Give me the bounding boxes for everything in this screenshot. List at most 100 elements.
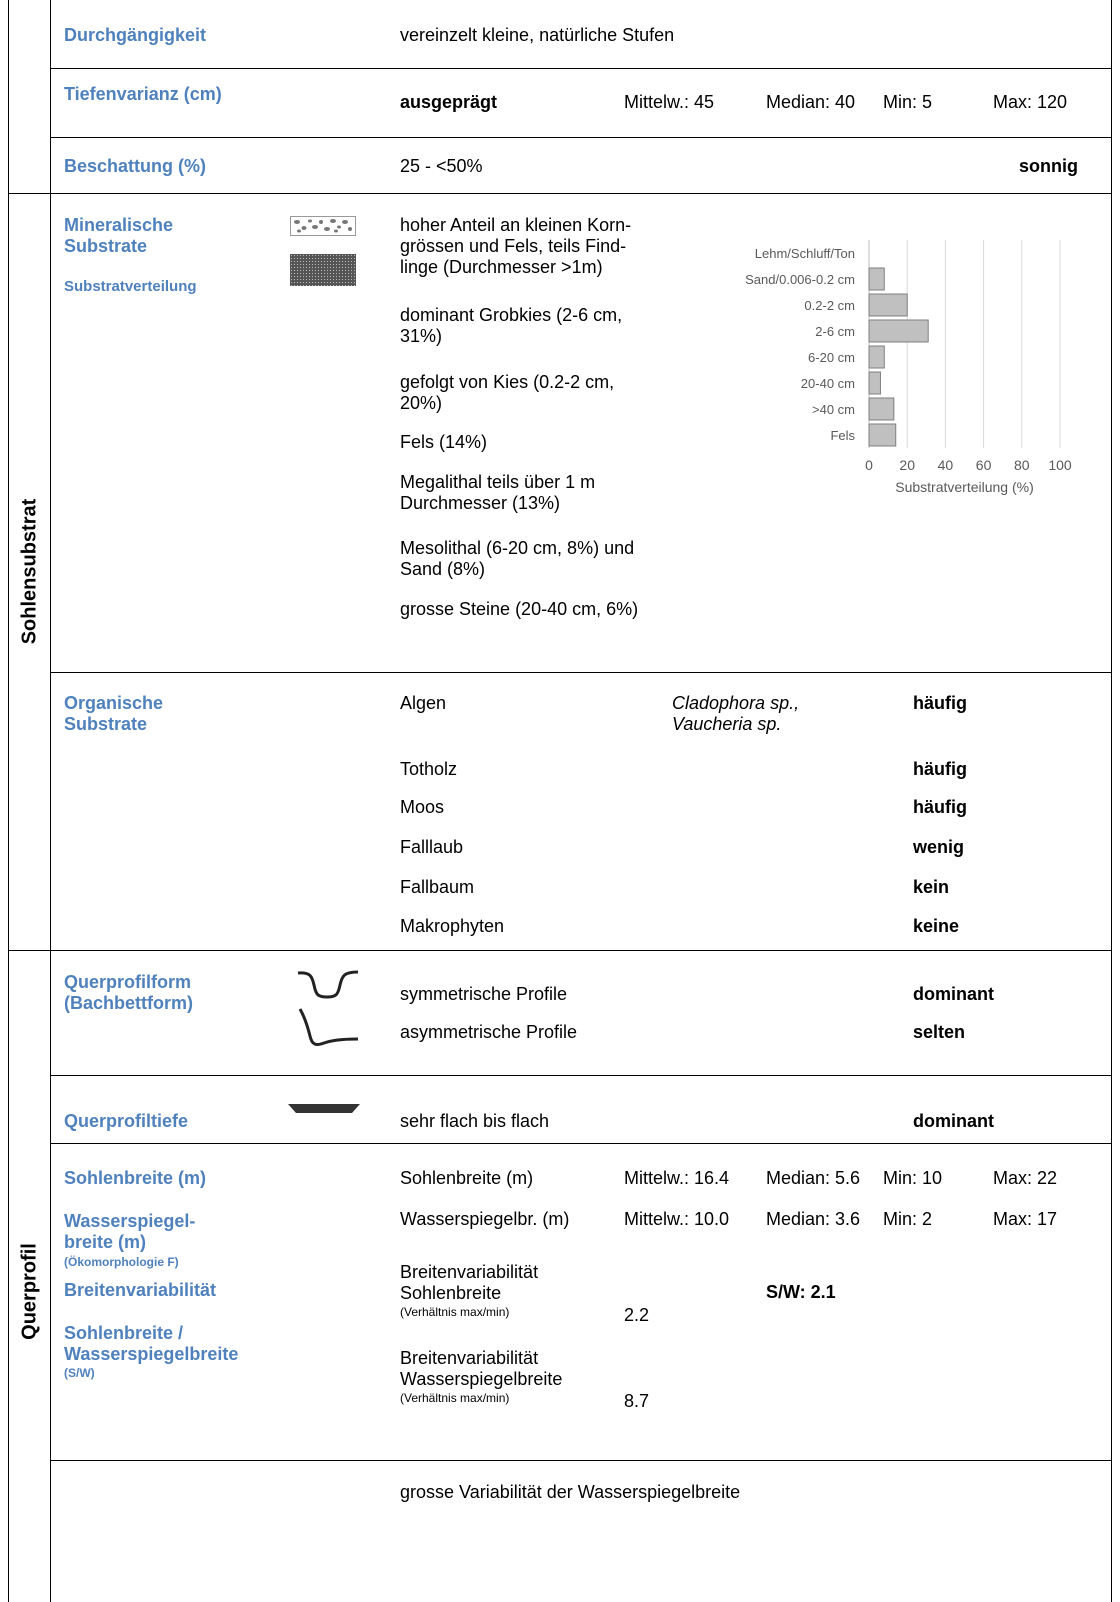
profile-item-rating: selten <box>913 1022 966 1042</box>
species-line: Cladophora sp., <box>672 693 800 713</box>
querprofilform-label-line2: (Bachbettform) <box>64 993 193 1013</box>
mineral-text-2: dominant Grobkies (2-6 cm, 31%) <box>400 305 622 347</box>
querprofil-note: grosse Variabilität der Wasserspiegelbre… <box>400 1482 741 1502</box>
organic-item-name: Falllaub <box>400 837 464 857</box>
variab-wsp-label: Breitenvariabilität Wasserspiegelbreite … <box>400 1348 562 1406</box>
sw-label: Sohlenbreite / Wasserspiegelbreite <box>64 1323 238 1365</box>
tiefenvarianz-min: Min: 5 <box>883 92 933 112</box>
mineral-text-line: 31%) <box>400 326 443 346</box>
category-label: 2-6 cm <box>815 324 855 339</box>
organic-item-name: Makrophyten <box>400 916 505 936</box>
x-axis-title: Substratverteilung (%) <box>895 479 1034 495</box>
section-label-querprofil: Querprofil <box>18 1243 41 1340</box>
mineral-text-line: Megalithal teils über 1 m <box>400 472 596 492</box>
wasserspiegelbreite-name: Wasserspiegelbr. (m) <box>400 1209 570 1229</box>
variab-line: Wasserspiegelbreite <box>400 1369 563 1389</box>
hline <box>50 1075 1111 1076</box>
wasserspiegelbreite-mean: Mittelw.: 10.0 <box>624 1209 730 1229</box>
breitenvariabilitaet-label: Breitenvariabilität <box>64 1280 217 1300</box>
border-section-column <box>50 0 51 1602</box>
variab-line: Breitenvariabilität <box>400 1348 539 1368</box>
bar <box>868 345 885 369</box>
mineral-text-6: Mesolithal (6-20 cm, 8%) und Sand (8%) <box>400 538 634 580</box>
profile-item-rating: dominant <box>913 984 994 1004</box>
row-label-beschattung: Beschattung (%) <box>64 156 207 176</box>
hline <box>50 672 1111 673</box>
bar <box>868 397 895 421</box>
asymmetric-profile-icon <box>298 1008 359 1046</box>
hline <box>50 68 1111 69</box>
symmetric-profile-icon <box>297 970 359 999</box>
row-label-durchgaengigkeit: Durchgängigkeit <box>64 25 207 45</box>
variab-sohle-value: 2.2 <box>624 1305 650 1325</box>
border-left <box>8 0 9 1602</box>
sohlenbreite-median: Median: 5.6 <box>766 1168 861 1188</box>
x-tick-label: 40 <box>938 457 954 473</box>
x-tick-label: 100 <box>1048 457 1072 473</box>
wasserspiegelbreite-max: Max: 17 <box>993 1209 1058 1229</box>
bar <box>868 267 885 291</box>
category-label: Fels <box>830 428 855 443</box>
tiefenvarianz-mean: Mittelw.: 45 <box>624 92 715 112</box>
sohlenbreite-min: Min: 10 <box>883 1168 943 1188</box>
substratverteilung-label: Substratverteilung <box>64 278 197 295</box>
mineral-label-line1: Mineralische <box>64 215 174 235</box>
organic-item-name: Totholz <box>400 759 458 779</box>
sw-label-line1: Sohlenbreite / <box>64 1323 184 1343</box>
querprofilform-label: Querprofilform (Bachbettform) <box>64 972 193 1014</box>
mineral-text-line: Durchmesser (13%) <box>400 493 561 513</box>
hline <box>8 950 1111 951</box>
row-label-tiefenvarianz: Tiefenvarianz (cm) <box>64 84 222 104</box>
hline <box>8 193 1111 194</box>
tiefenvarianz-max: Max: 120 <box>993 92 1068 112</box>
sw-label-line2: Wasserspiegelbreite <box>64 1344 239 1364</box>
mineral-text-line: grössen und Fels, teils Find- <box>400 236 627 256</box>
substrate-distribution-chart: 0 20 40 60 80 100 Lehm/Schluff/Ton Sand/0.006-0… <box>745 240 1072 495</box>
beschattung-value: 25 - <50% <box>400 156 483 176</box>
wsp-label-line2: breite (m) <box>64 1232 147 1252</box>
tiefenvarianz-median: Median: 40 <box>766 92 856 112</box>
durchgaengigkeit-value: vereinzelt kleine, natürliche Stufen <box>400 25 675 45</box>
mineral-text-line: linge (Durchmesser >1m) <box>400 257 603 277</box>
organic-item-rating: häufig <box>913 797 967 817</box>
species-line: Vaucheria sp. <box>672 714 782 734</box>
organic-item-rating: häufig <box>913 759 967 779</box>
x-tick-label: 60 <box>976 457 992 473</box>
variab-wsp-value: 8.7 <box>624 1391 650 1411</box>
wasserspiegelbreite-label: Wasserspiegel- breite (m) <box>64 1211 195 1253</box>
section-label-sohlensubstrat: Sohlensubstrat <box>18 498 41 645</box>
sw-note: (S/W) <box>64 1366 95 1380</box>
variab-note: (Verhältnis max/min) <box>400 1391 510 1405</box>
variab-line: Breitenvariabilität <box>400 1262 539 1282</box>
organic-item-name: Fallbaum <box>400 877 475 897</box>
hline <box>50 137 1111 138</box>
mineral-text-3: gefolgt von Kies (0.2-2 cm, 20%) <box>400 372 614 414</box>
organic-label-line2: Substrate <box>64 714 148 734</box>
sohlenbreite-name: Sohlenbreite (m) <box>400 1168 534 1188</box>
gravel-pattern-icon <box>290 216 356 236</box>
querprofiltiefe-value: sehr flach bis flach <box>400 1111 550 1131</box>
mineral-text-7: grosse Steine (20-40 cm, 6%) <box>400 599 638 620</box>
x-tick-label: 20 <box>899 457 915 473</box>
bar <box>868 423 897 447</box>
organic-item-rating: kein <box>913 877 950 897</box>
mineral-text-1: hoher Anteil an kleinen Korn- grössen un… <box>400 215 631 278</box>
organic-species: Cladophora sp., Vaucheria sp. <box>672 693 799 735</box>
x-tick-label: 0 <box>865 457 873 473</box>
mineral-text-line: dominant Grobkies (2-6 cm, <box>400 305 623 325</box>
mineral-text-line: Mesolithal (6-20 cm, 8%) und <box>400 538 635 558</box>
organic-item-rating: wenig <box>913 837 965 857</box>
sohlenbreite-label: Sohlenbreite (m) <box>64 1168 207 1188</box>
organic-item-name: Algen <box>400 693 447 713</box>
mineral-text-line: Sand (8%) <box>400 559 486 579</box>
mineral-text-line: gefolgt von Kies (0.2-2 cm, <box>400 372 615 392</box>
mineral-text-line: 20%) <box>400 393 443 413</box>
mineral-text-line: grosse Steine (20-40 cm, 6%) <box>400 599 639 619</box>
variab-note: (Verhältnis max/min) <box>400 1305 510 1319</box>
beschattung-rating: sonnig <box>1019 156 1078 176</box>
organic-item-name: Moos <box>400 797 445 817</box>
oekomorphologie-note: (Ökomorphologie F) <box>64 1255 179 1269</box>
fine-sediment-pattern-icon <box>290 254 356 286</box>
wasserspiegelbreite-min: Min: 2 <box>883 1209 933 1229</box>
category-label: 6-20 cm <box>808 350 855 365</box>
